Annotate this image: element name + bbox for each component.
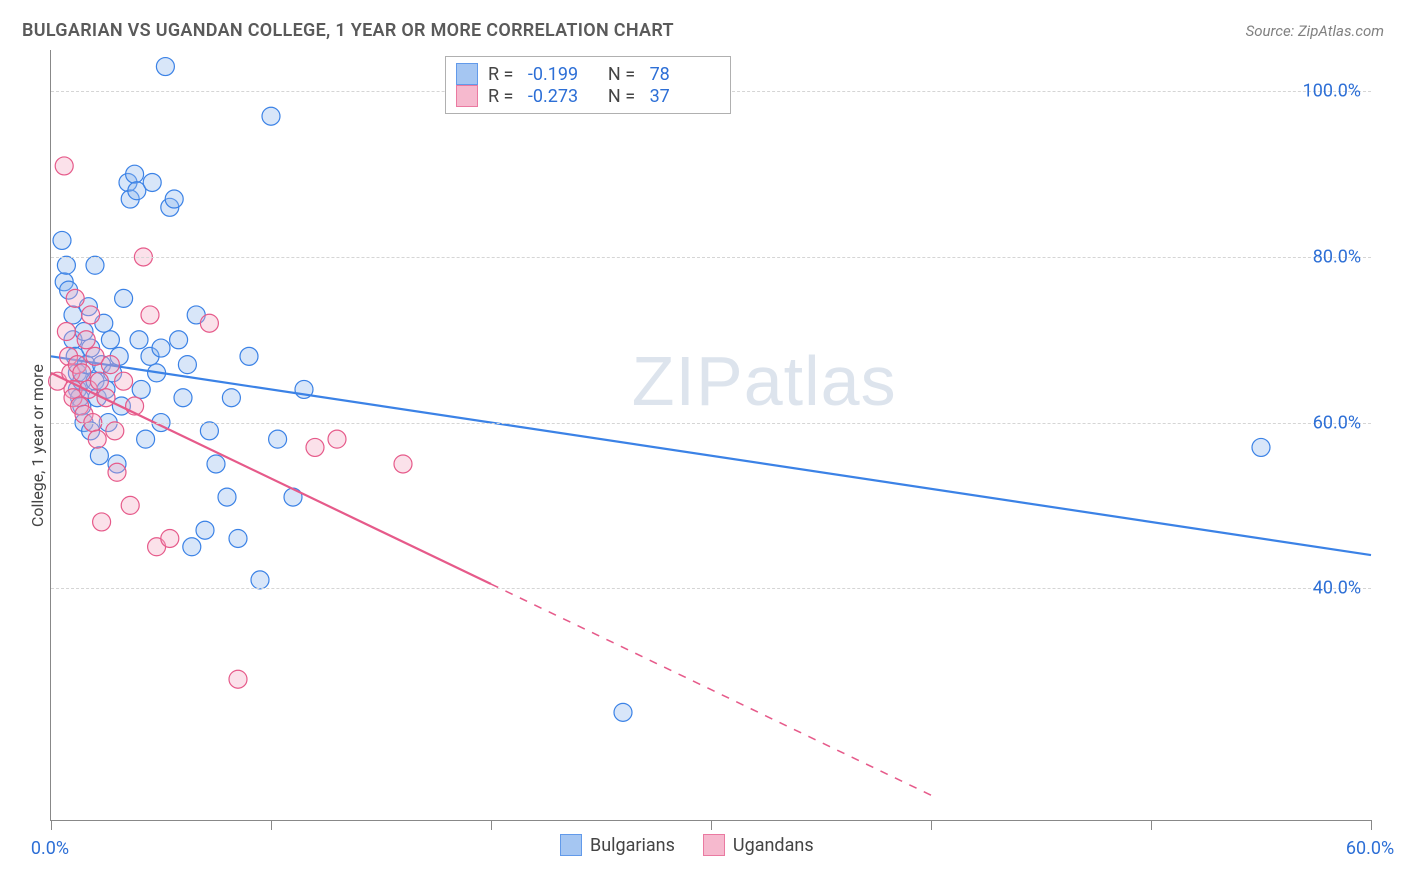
x-tick [51, 820, 52, 830]
scatter-point [251, 571, 269, 589]
x-tick [931, 820, 932, 830]
scatter-point [97, 389, 115, 407]
scatter-point [240, 347, 258, 365]
scatter-point [306, 438, 324, 456]
scatter-point [152, 339, 170, 357]
x-tick-label: 60.0% [1346, 838, 1394, 859]
scatter-point [229, 529, 247, 547]
scatter-point [178, 356, 196, 374]
legend-swatch [560, 834, 582, 856]
scatter-point [90, 447, 108, 465]
scatter-point [77, 331, 95, 349]
scatter-point [262, 107, 280, 125]
scatter-point [88, 430, 106, 448]
scatter-point [57, 256, 75, 274]
y-axis-label: College, 1 year or more [28, 365, 47, 528]
y-tick-label: 100.0% [1303, 81, 1361, 102]
y-tick-label: 40.0% [1313, 578, 1361, 599]
source-attribution: Source: ZipAtlas.com [1246, 22, 1384, 40]
scatter-point [130, 331, 148, 349]
scatter-point [108, 463, 126, 481]
scatter-point [115, 372, 133, 390]
scatter-point [137, 430, 155, 448]
scatter-point [101, 331, 119, 349]
scatter-point [196, 521, 214, 539]
x-tick-label: 0.0% [31, 838, 69, 859]
scatter-point [174, 389, 192, 407]
scatter-point [101, 356, 119, 374]
legend-r-value: -0.273 [528, 86, 598, 107]
scatter-point [115, 289, 133, 307]
legend-row: R = -0.199 N = 78 [456, 63, 720, 85]
scatter-point [218, 488, 236, 506]
scatter-point [82, 306, 100, 324]
source-name: ZipAtlas.com [1298, 22, 1384, 40]
gridline [51, 423, 1371, 424]
legend-r-label: R = [488, 86, 518, 107]
y-tick-label: 80.0% [1313, 246, 1361, 267]
scatter-point [207, 455, 225, 473]
x-tick [1151, 820, 1152, 830]
legend-swatch [703, 834, 725, 856]
scatter-point [200, 422, 218, 440]
scatter-point [614, 703, 632, 721]
scatter-point [141, 306, 159, 324]
scatter-point [143, 173, 161, 191]
scatter-point [200, 314, 218, 332]
x-tick [271, 820, 272, 830]
trend-line-extrapolated [491, 584, 931, 795]
legend-r-value: -0.199 [528, 64, 598, 85]
legend-item: Ugandans [703, 834, 814, 856]
gridline [51, 588, 1371, 589]
correlation-legend: R = -0.199 N = 78 R = -0.273 N = 37 [445, 56, 731, 114]
scatter-point [57, 323, 75, 341]
legend-swatch [456, 85, 478, 107]
legend-series-name: Bulgarians [590, 835, 675, 856]
scatter-chart: ZIPatlas 40.0%60.0%80.0%100.0% [50, 50, 1371, 821]
scatter-point [1252, 438, 1270, 456]
legend-r-label: R = [488, 64, 518, 85]
chart-title: BULGARIAN VS UGANDAN COLLEGE, 1 YEAR OR … [22, 20, 674, 41]
x-tick [711, 820, 712, 830]
plot-canvas [51, 50, 1371, 820]
scatter-point [328, 430, 346, 448]
legend-n-value: 37 [650, 86, 720, 107]
scatter-point [222, 389, 240, 407]
legend-n-value: 78 [650, 64, 720, 85]
gridline [51, 257, 1371, 258]
scatter-point [165, 190, 183, 208]
x-tick [1371, 820, 1372, 830]
scatter-point [156, 58, 174, 76]
legend-n-label: N = [608, 64, 640, 85]
legend-row: R = -0.273 N = 37 [456, 85, 720, 107]
scatter-point [394, 455, 412, 473]
scatter-point [170, 331, 188, 349]
scatter-point [86, 256, 104, 274]
chart-header: BULGARIAN VS UGANDAN COLLEGE, 1 YEAR OR … [22, 20, 1384, 41]
scatter-point [93, 513, 111, 531]
scatter-point [284, 488, 302, 506]
scatter-point [126, 165, 144, 183]
scatter-point [183, 538, 201, 556]
scatter-point [90, 372, 108, 390]
scatter-point [55, 157, 73, 175]
trend-line [51, 356, 1371, 555]
scatter-point [121, 496, 139, 514]
scatter-point [53, 231, 71, 249]
scatter-point [132, 380, 150, 398]
legend-item: Bulgarians [560, 834, 675, 856]
scatter-point [161, 529, 179, 547]
legend-series-name: Ugandans [733, 835, 814, 856]
x-tick [491, 820, 492, 830]
scatter-point [269, 430, 287, 448]
legend-swatch [456, 63, 478, 85]
y-tick-label: 60.0% [1313, 412, 1361, 433]
legend-n-label: N = [608, 86, 640, 107]
scatter-point [229, 670, 247, 688]
series-legend: Bulgarians Ugandans [560, 834, 814, 856]
scatter-point [106, 422, 124, 440]
scatter-point [73, 364, 91, 382]
scatter-point [66, 289, 84, 307]
source-prefix: Source: [1246, 22, 1298, 40]
